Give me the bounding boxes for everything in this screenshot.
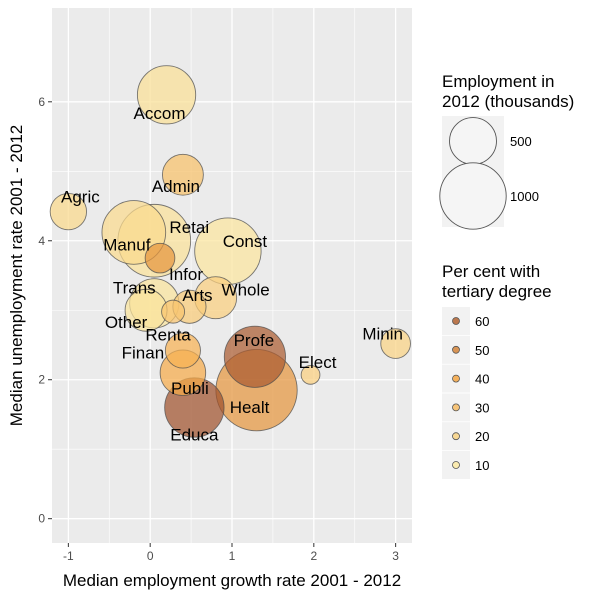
size-legend-label: 1000 [510,189,539,204]
y-tick-label: 4 [38,234,45,248]
y-axis-title: Median unemployment rate 2001 - 2012 [7,125,26,426]
point-label-accom: Accom [134,104,186,123]
point-label-minin: Minin [362,325,403,344]
point-labels: Agric Accom Admin Manuf Retai Const Infor Whole… [61,104,403,445]
point-label-const: Const [223,232,268,251]
color-legend-swatch [452,317,460,325]
color-legend-swatch [452,432,460,441]
color-legend-label: 60 [475,314,489,329]
point-label-retai: Retai [169,218,209,237]
color-legend-label: 30 [475,400,489,415]
point-elect [300,365,321,385]
point-label-trans: Trans [113,278,156,297]
size-legend-circle [439,162,507,230]
color-legend-label: 20 [475,429,489,444]
point-infor [144,242,176,274]
x-tick-label: 0 [147,549,154,563]
point-label-healt: Healt [230,398,270,417]
point-admin [161,153,204,196]
x-axis-title: Median employment growth rate 2001 - 201… [63,571,401,590]
x-tick-label: -1 [63,549,74,563]
axes: -1 0 1 2 3 0 2 4 6 [38,95,399,563]
color-legend-label: 50 [475,343,489,358]
point-accom [136,65,197,125]
point-label-infor: Infor [169,265,203,284]
color-legend-swatch [452,461,460,469]
x-tick-label: 3 [392,549,399,563]
data-points [49,65,411,438]
point-label-whole: Whole [222,281,270,300]
color-legend-label: 40 [475,372,489,387]
y-tick-label: 2 [38,373,45,387]
point-label-renta: Renta [145,326,191,345]
color-legend-title: tertiary degree [442,282,552,301]
color-legend-swatch [452,374,460,383]
size-legend-circle [449,117,497,165]
point-label-publi: Publi [171,379,209,398]
color-legend-swatch [452,403,460,412]
point-minin [380,328,411,359]
point-label-educa: Educa [170,426,219,445]
point-label-elect: Elect [299,353,337,372]
x-tick-label: 1 [229,549,236,563]
color-legend-label: 10 [475,458,489,473]
color-legend-title: Per cent with [442,262,540,281]
size-legend-title: Employment in [442,72,554,91]
size-legend-title: 2012 (thousands) [442,92,574,111]
point-finan [164,332,201,369]
point-label-agric: Agric [61,188,100,207]
color-legend-swatch [452,345,460,354]
y-tick-label: 6 [38,95,45,109]
point-label-other: Other [105,313,148,332]
point-label-manuf: Manuf [103,235,151,254]
y-tick-label: 0 [38,512,45,526]
point-agric [49,192,88,231]
x-tick-label: 2 [310,549,317,563]
point-renta [161,299,186,324]
point-label-arts: Arts [182,286,212,305]
point-profe [223,325,286,388]
size-legend-label: 500 [510,134,532,149]
point-label-profe: Profe [234,331,275,350]
point-label-admin: Admin [152,177,200,196]
point-label-finan: Finan [122,344,165,363]
